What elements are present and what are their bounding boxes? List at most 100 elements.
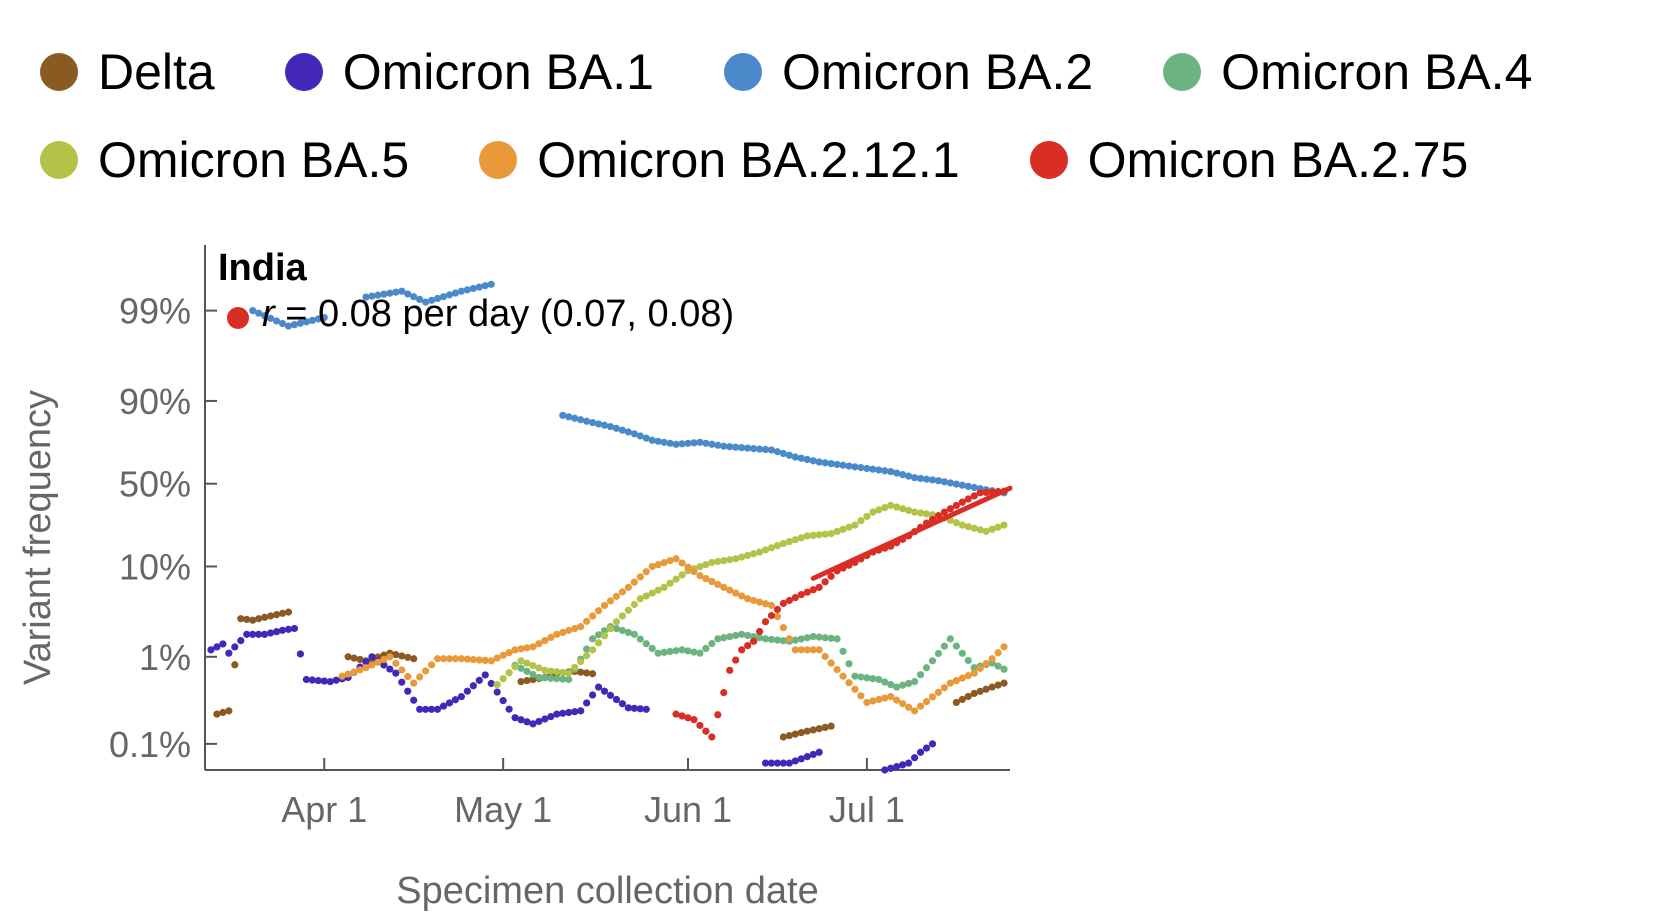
data-point [744, 551, 752, 560]
data-point [827, 460, 835, 468]
legend-item: Omicron BA.4 [1163, 43, 1532, 101]
data-point [314, 315, 322, 323]
legend-swatch [284, 53, 323, 91]
data-point [863, 464, 871, 473]
data-point [672, 575, 680, 583]
data-point [404, 672, 412, 681]
data-point [952, 677, 960, 685]
data-point [809, 457, 817, 465]
data-point [445, 699, 454, 707]
data-point [451, 696, 460, 704]
data-point [618, 612, 627, 620]
data-point [368, 661, 376, 669]
legend-swatch [1163, 53, 1202, 91]
data-point [815, 748, 823, 756]
data-point [797, 755, 805, 763]
data-point [720, 634, 728, 642]
data-point [767, 759, 776, 767]
data-point [380, 290, 388, 298]
data-point [809, 750, 817, 759]
data-point [720, 557, 728, 565]
data-point [755, 598, 764, 606]
data-point [720, 442, 728, 450]
data-point [529, 661, 537, 670]
data-point [392, 669, 400, 677]
data-point [559, 668, 567, 677]
data-point [499, 651, 507, 659]
data-point [857, 692, 865, 700]
data-point [261, 613, 269, 621]
data-point [988, 655, 996, 663]
legend-swatch [723, 53, 762, 91]
data-point [565, 626, 573, 635]
data-point [940, 508, 949, 516]
data-point [922, 697, 931, 706]
data-point [916, 702, 925, 710]
data-point [481, 656, 489, 664]
data-point [821, 723, 829, 732]
legend-swatch [40, 141, 78, 179]
data-point [290, 321, 299, 329]
data-point [416, 295, 424, 304]
data-point [410, 293, 418, 301]
data-point [302, 318, 310, 326]
data-point [767, 601, 776, 610]
data-point [362, 293, 370, 301]
data-point [553, 630, 561, 638]
data-point [278, 319, 287, 328]
data-point [463, 687, 471, 695]
data-point [815, 458, 823, 466]
data-point [338, 672, 346, 680]
data-point [922, 664, 931, 672]
growth-rate-annotation: r = 0.08 per day (0.07, 0.08) [262, 293, 734, 335]
data-point [696, 649, 704, 657]
data-point [308, 676, 316, 684]
data-point [463, 655, 471, 663]
data-point [851, 685, 859, 693]
data-point [678, 646, 686, 654]
data-point [738, 630, 746, 638]
data-point [815, 531, 823, 539]
data-point [475, 656, 483, 664]
data-point [600, 632, 609, 640]
data-point [559, 411, 567, 419]
data-point [809, 586, 817, 594]
data-point [899, 681, 907, 689]
data-point [577, 416, 585, 424]
data-point [881, 467, 889, 475]
data-point [797, 454, 805, 462]
data-point [416, 673, 424, 681]
data-point [702, 727, 710, 735]
data-point [535, 640, 543, 648]
data-point [612, 424, 621, 432]
legend-row: Omicron BA.5 Omicron BA.2.12.1 Omicron BA.… [40, 116, 1670, 204]
data-point [416, 705, 424, 713]
data-point [773, 605, 782, 614]
data-point [922, 510, 931, 518]
data-point [517, 716, 525, 724]
data-point [994, 649, 1002, 657]
data-point [571, 708, 579, 716]
data-point [374, 658, 382, 666]
data-point [887, 692, 895, 701]
data-point [451, 655, 460, 663]
data-point [958, 498, 966, 506]
data-point [875, 506, 883, 514]
data-point [893, 696, 901, 704]
data-point [422, 298, 430, 306]
data-point [952, 642, 960, 650]
data-point [803, 455, 811, 464]
rate-symbol: r [262, 293, 276, 335]
data-point [785, 596, 793, 605]
data-point [433, 705, 442, 713]
data-point [666, 579, 674, 587]
data-point [803, 532, 811, 540]
data-point [594, 420, 603, 428]
data-point [427, 705, 436, 713]
data-point [678, 571, 686, 579]
data-point [278, 609, 287, 617]
data-point [571, 414, 579, 422]
data-point [481, 282, 489, 290]
data-point [785, 759, 793, 767]
data-point [940, 642, 949, 650]
